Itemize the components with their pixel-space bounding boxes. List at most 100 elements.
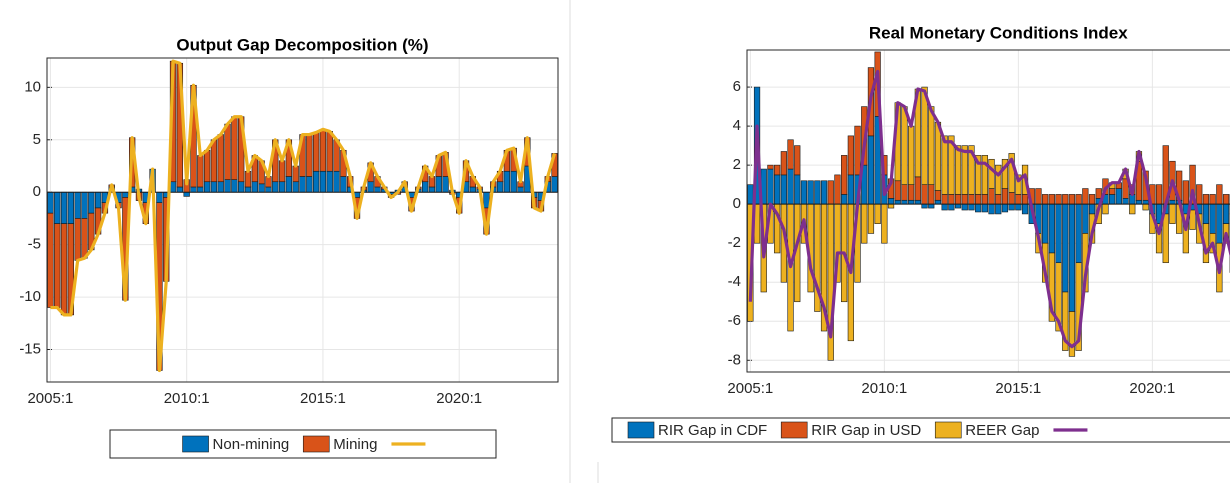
bar [881,203,888,244]
bar [183,191,190,197]
bar [1135,199,1143,205]
bar [847,135,854,176]
bar [767,164,774,170]
bar [834,174,841,205]
bar [1216,184,1223,205]
y-tick-label: -4 [728,273,741,290]
bar [265,186,272,193]
bar [948,203,955,211]
bar [981,155,988,195]
bar [306,176,313,193]
bar [867,135,875,205]
bar [1021,194,1029,205]
chart-title: Real Monetary Conditions Index [869,23,1128,42]
bar [1001,203,1009,213]
bar [1169,203,1176,224]
bar [908,184,915,201]
bar [975,194,982,205]
bar [156,191,163,203]
y-tick-label: 4 [733,117,741,134]
bar [928,106,935,185]
line-series [748,69,1230,349]
legend: Non-mining Mining [182,435,426,453]
bar [217,181,224,193]
bar [258,183,265,193]
bar [1035,188,1042,205]
bar [74,191,81,219]
bar [312,170,320,193]
bar [1182,180,1189,205]
bar [1075,203,1082,264]
bar [551,176,558,193]
bar [285,176,293,193]
chart-title: Output Gap Decomposition (%) [176,35,428,54]
bar [988,203,995,215]
bar [60,191,68,224]
bar [1155,184,1163,205]
bar [995,194,1002,205]
bar [968,194,975,205]
y-tick-label: -6 [728,312,741,329]
y-tick-label: -10 [19,288,41,305]
bar [981,194,988,205]
x-tick-label: 2020:1 [1129,380,1175,397]
bar [1115,188,1122,205]
bar [1008,203,1015,211]
bar [941,194,948,205]
bar [1062,203,1069,293]
bar [326,131,333,172]
bar [1001,158,1009,189]
bar [928,203,935,209]
bar [807,180,814,205]
bar [231,116,238,180]
bar [841,194,848,205]
bar [827,180,834,205]
bar [867,203,875,234]
bar [340,176,347,193]
bar [914,199,921,205]
bar [1216,203,1223,244]
bar [954,194,962,205]
bar [1142,199,1149,205]
y-tick-label: 2 [733,156,741,173]
bar [894,180,901,201]
bar [901,184,908,201]
line-series [50,59,557,373]
axes-box [46,57,559,383]
bar [81,191,88,219]
bar [1142,203,1149,211]
bar [995,203,1002,215]
bar [1015,194,1022,205]
bar [312,132,320,172]
bar [54,191,61,224]
bar [1088,194,1096,205]
bar [176,186,184,193]
bar [1048,194,1055,205]
bar [1202,203,1210,224]
bar [1062,291,1069,351]
bar [224,123,231,180]
bar [921,203,928,209]
bar [231,179,238,193]
bar [747,184,754,205]
bar [847,174,854,205]
bar [941,135,948,195]
x-tick-label: 2005:1 [727,380,773,397]
legend-swatch [302,435,330,453]
bar [1082,188,1089,205]
legend-label: RIR Gap in CDF [658,422,767,439]
bar [908,125,915,185]
bar [921,184,928,205]
bar [820,180,828,205]
bar [47,212,54,308]
bar [954,203,962,209]
plot-area [47,58,558,382]
legend-box [611,417,1230,443]
bar [787,168,794,205]
bar [1189,209,1196,230]
bar [961,203,968,211]
bar [197,155,204,188]
bar [988,188,995,205]
bar [306,134,313,177]
